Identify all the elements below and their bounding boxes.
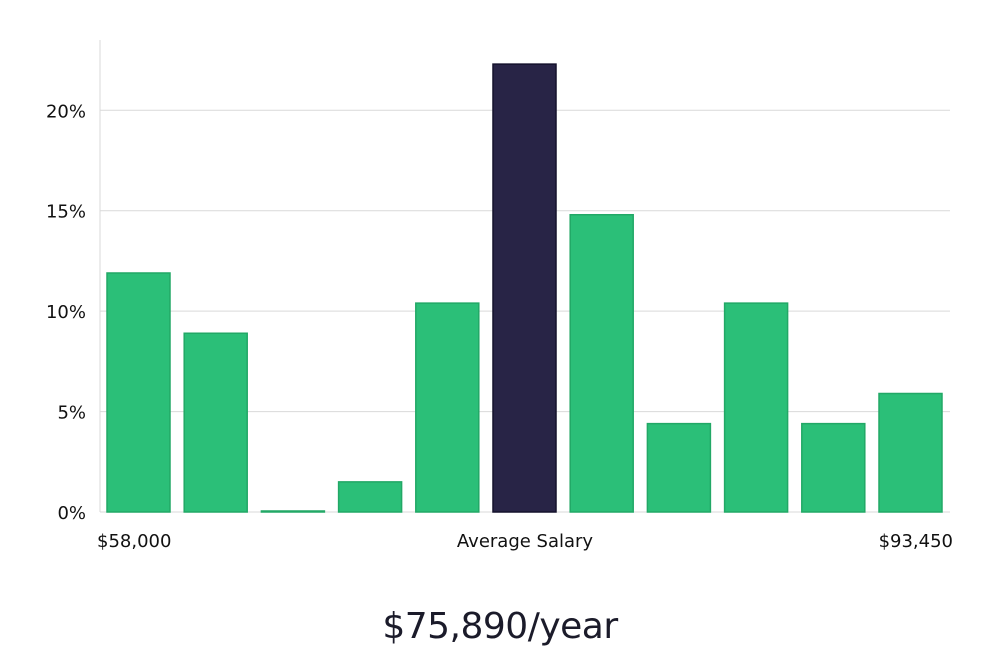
x-label-average: Average Salary bbox=[457, 531, 594, 552]
chart-svg: 0% 5% 10% 15% 20% $58,000 Average Salary $93… bbox=[46, 40, 953, 552]
y-tick-label: 15% bbox=[46, 202, 86, 223]
bar bbox=[646, 422, 712, 513]
bar-average-salary bbox=[492, 63, 557, 513]
y-tick-label: 20% bbox=[46, 101, 86, 122]
y-tick-label: 0% bbox=[57, 503, 86, 524]
average-salary-value: $75,890/year bbox=[382, 606, 618, 647]
bar bbox=[569, 213, 634, 513]
y-tick-label: 10% bbox=[46, 302, 86, 323]
bar bbox=[878, 392, 943, 513]
bar bbox=[260, 510, 326, 513]
bars-layer bbox=[106, 63, 943, 513]
bar bbox=[337, 481, 403, 513]
bar bbox=[415, 302, 480, 513]
bar bbox=[723, 302, 789, 513]
x-label-min: $58,000 bbox=[97, 531, 171, 552]
y-tick-labels: 0% 5% 10% 15% 20% bbox=[46, 101, 86, 524]
bar bbox=[801, 422, 866, 513]
y-tick-label: 5% bbox=[57, 403, 86, 424]
salary-distribution-chart: 0% 5% 10% 15% 20% $58,000 Average Salary $93… bbox=[46, 40, 953, 552]
bar bbox=[183, 332, 248, 513]
bar bbox=[106, 272, 171, 513]
x-label-max: $93,450 bbox=[879, 531, 953, 552]
